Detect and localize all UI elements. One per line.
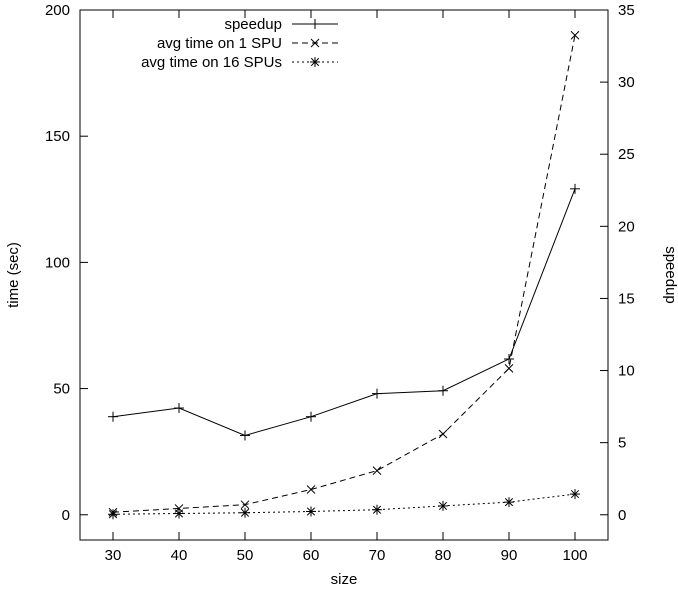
data-point: [240, 500, 250, 510]
y-tick-label-right: 0: [618, 507, 626, 524]
x-tick-label: 80: [435, 547, 452, 564]
data-point: [372, 504, 382, 515]
y-tick-label-right: 20: [618, 218, 635, 235]
legend-marker: [310, 38, 320, 48]
y-tick-label-left: 200: [45, 2, 70, 19]
series-line: [112, 188, 576, 436]
y-tick-label-left: 0: [62, 507, 70, 524]
x-tick-label: 70: [369, 547, 386, 564]
data-point: [372, 466, 382, 475]
data-point: [504, 497, 514, 508]
data-point: [174, 403, 184, 414]
y-tick-label-right: 35: [618, 2, 635, 19]
data-point: [306, 411, 316, 422]
y-tick-label-right: 5: [618, 435, 626, 452]
data-point: [438, 429, 448, 439]
data-point: [570, 489, 580, 500]
y-tick-label-right: 10: [618, 363, 635, 380]
data-point: [240, 430, 250, 441]
data-point: [570, 183, 580, 194]
legend-marker: [310, 57, 320, 67]
data-point: [108, 411, 118, 422]
y-tick-label-right: 30: [618, 74, 635, 91]
legend-label: speedup: [224, 16, 282, 33]
x-tick-label: 100: [562, 547, 587, 564]
plot-frame: [79, 9, 609, 541]
data-point: [438, 500, 448, 511]
x-axis-label: size: [331, 571, 358, 588]
series-group: [108, 30, 580, 520]
y-axis-label-left: time (sec): [5, 242, 22, 308]
x-tick-label: 30: [105, 547, 122, 564]
x-tick-label: 50: [237, 547, 254, 564]
y-axis-label-right: speedup: [662, 246, 678, 304]
data-point: [108, 509, 118, 520]
series-2: [108, 30, 580, 517]
data-point: [570, 30, 580, 40]
series-1: [108, 183, 580, 441]
data-point: [438, 385, 448, 396]
data-point: [240, 507, 250, 518]
x-tick-label: 60: [303, 547, 320, 564]
legend-entry: speedup: [224, 16, 338, 33]
series-line: [112, 493, 576, 515]
x-tick-label: 90: [501, 547, 518, 564]
y-tick-label-left: 150: [45, 128, 70, 145]
legend-label: avg time on 1 SPU: [157, 35, 282, 52]
axis-ticks: 30 40 50 60 70 80 90 100 0 50 100 150 200 0 5 10 15 20 25 3…: [45, 2, 635, 564]
data-point: [504, 354, 514, 365]
series-line: [112, 35, 576, 513]
legend-entry: avg time on 16 SPUs: [141, 54, 338, 71]
data-point: [306, 485, 316, 494]
x-tick-label: 40: [171, 547, 188, 564]
data-point: [174, 508, 184, 519]
series-3: [108, 489, 580, 520]
data-point: [504, 364, 514, 373]
legend-entry: avg time on 1 SPU: [157, 35, 338, 52]
y-tick-label-right: 25: [618, 146, 635, 163]
data-point: [306, 506, 316, 517]
y-tick-label-left: 50: [53, 381, 70, 398]
legend: speedup avg time on 1 SPU avg time on 16 S…: [141, 16, 338, 71]
y-tick-label-left: 100: [45, 254, 70, 271]
y-tick-label-right: 15: [618, 290, 635, 307]
data-point: [372, 388, 382, 399]
plot-border: [79, 9, 609, 541]
legend-marker: [310, 19, 320, 29]
legend-label: avg time on 16 SPUs: [141, 54, 282, 71]
